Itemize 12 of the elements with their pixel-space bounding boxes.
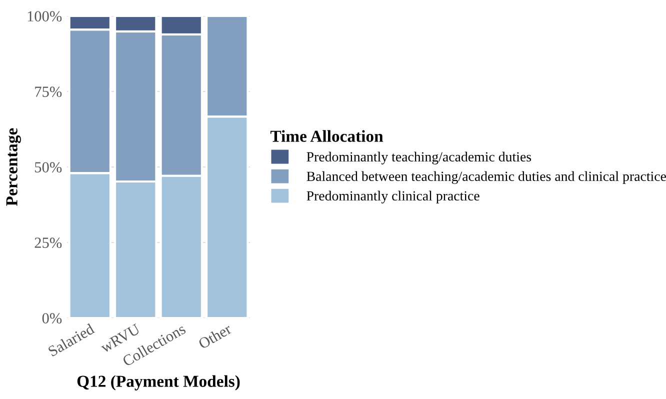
legend-title: Time Allocation xyxy=(270,130,384,142)
y-axis-title: Percentage xyxy=(6,128,21,206)
legend-label: Predominantly clinical practice xyxy=(306,190,480,204)
legend-label: Balanced between teaching/academic duties and clinical practice xyxy=(306,171,666,184)
x-tick-label: Other xyxy=(198,322,232,350)
y-tick-label: 0% xyxy=(42,313,62,324)
legend-label: Predominantly teaching/academic duties xyxy=(306,152,532,164)
y-tick-label: 25% xyxy=(34,238,62,248)
y-tick-label: 100% xyxy=(28,11,62,22)
y-tick-label: 50% xyxy=(35,162,62,172)
y-tick-label: 75% xyxy=(35,86,62,97)
x-axis-title: Q12 (Payment Models) xyxy=(77,375,240,390)
